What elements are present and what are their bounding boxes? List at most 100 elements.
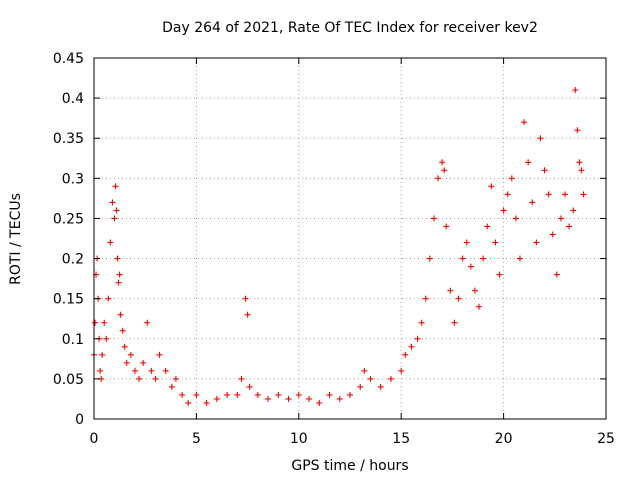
data-point [443, 223, 450, 230]
data-point [99, 351, 106, 358]
data-point [463, 239, 470, 246]
y-tick-label: 0.4 [62, 91, 84, 107]
data-point [103, 335, 110, 342]
data-point [234, 391, 241, 398]
data-point [387, 375, 394, 382]
data-point [203, 399, 210, 406]
data-point [224, 391, 231, 398]
data-point [471, 287, 478, 294]
y-tick-label: 0.15 [53, 292, 84, 308]
data-point [537, 135, 544, 142]
data-point [152, 375, 159, 382]
data-point [116, 271, 123, 278]
data-point [562, 191, 569, 198]
plot-frame [93, 57, 607, 420]
data-point [533, 239, 540, 246]
data-point [123, 359, 130, 366]
data-point [578, 167, 585, 174]
data-point [492, 239, 499, 246]
axis-ticks: 0 5 10 15 20 25 0 0.05 0.1 0.15 0.2 0.25 0.3 0.35 0.4 0… [53, 51, 615, 447]
data-point [557, 215, 564, 222]
data-point [185, 399, 192, 406]
data-point [112, 183, 119, 190]
data-point [121, 343, 128, 350]
data-point [246, 383, 253, 390]
data-point [435, 175, 442, 182]
data-point [398, 367, 405, 374]
data-point [504, 191, 511, 198]
data-point [455, 295, 462, 302]
data-point [114, 255, 121, 262]
data-point [439, 159, 446, 166]
data-point [580, 191, 587, 198]
data-point [140, 359, 147, 366]
x-tick-label: 25 [597, 431, 615, 447]
data-point [295, 391, 302, 398]
chart-title: Day 264 of 2021, Rate Of TEC Index for r… [162, 20, 538, 36]
data-point [426, 255, 433, 262]
data-point [127, 351, 134, 358]
data-point [516, 255, 523, 262]
y-tick-label: 0.3 [62, 171, 84, 187]
data-point [545, 191, 552, 198]
data-point [508, 175, 515, 182]
data-point [306, 395, 313, 402]
y-tick-label: 0.45 [53, 51, 84, 67]
data-point [148, 367, 155, 374]
data-point [336, 395, 343, 402]
data-point [179, 391, 186, 398]
y-tick-label: 0.05 [53, 372, 84, 388]
data-point [512, 215, 519, 222]
data-point [144, 319, 151, 326]
data-point [316, 399, 323, 406]
data-point [529, 199, 536, 206]
data-points [91, 87, 587, 406]
data-point [422, 295, 429, 302]
data-point [109, 199, 116, 206]
grid [94, 58, 606, 419]
data-point [111, 215, 118, 222]
data-point [238, 375, 245, 382]
data-point [476, 303, 483, 310]
data-point [242, 295, 249, 302]
data-point [541, 167, 548, 174]
data-point [136, 375, 143, 382]
data-point [408, 343, 415, 350]
data-point [115, 279, 122, 286]
data-point [168, 383, 175, 390]
x-tick-label: 15 [392, 431, 410, 447]
data-point [285, 395, 292, 402]
x-tick-label: 10 [290, 431, 308, 447]
data-point [488, 183, 495, 190]
y-tick-label: 0.2 [62, 252, 84, 268]
data-point [326, 391, 333, 398]
data-point [566, 223, 573, 230]
data-point [521, 119, 528, 126]
data-point [107, 239, 114, 246]
data-point [113, 207, 120, 214]
data-point [570, 207, 577, 214]
y-tick-label: 0.1 [62, 332, 84, 348]
data-point [418, 319, 425, 326]
data-point [441, 167, 448, 174]
data-point [97, 367, 104, 374]
data-point [131, 367, 138, 374]
data-point [414, 335, 421, 342]
data-point [244, 311, 251, 318]
data-point [367, 375, 374, 382]
data-point [117, 311, 124, 318]
data-point [193, 391, 200, 398]
data-point [119, 327, 126, 334]
data-point [447, 287, 454, 294]
y-tick-label: 0.35 [53, 131, 84, 147]
data-point [92, 319, 99, 326]
data-point [377, 383, 384, 390]
data-point [105, 295, 112, 302]
x-tick-label: 20 [495, 431, 513, 447]
data-point [451, 319, 458, 326]
x-tick-label: 5 [192, 431, 201, 447]
data-point [101, 319, 108, 326]
data-point [467, 263, 474, 270]
data-point [254, 391, 261, 398]
